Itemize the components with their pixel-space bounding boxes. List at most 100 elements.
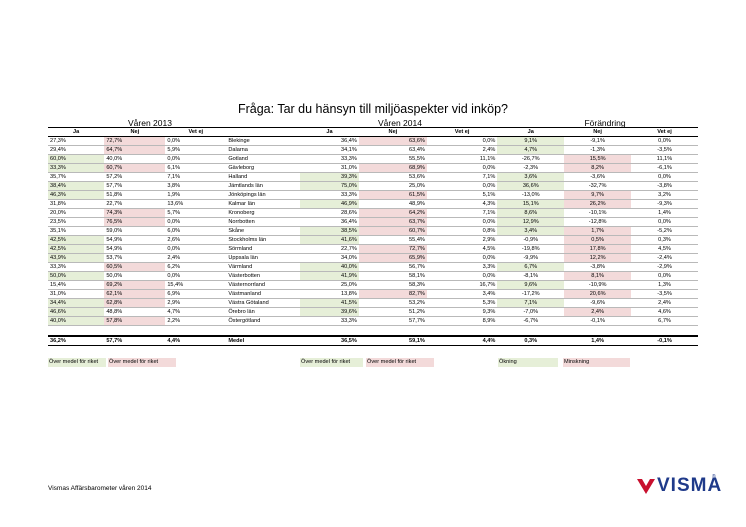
ja-change-cell: -9,9% (497, 253, 565, 263)
vetej-2013-cell: 0,0% (165, 136, 227, 146)
header-nej: Nej (564, 127, 632, 137)
ja-change-cell: 9,6% (497, 280, 565, 290)
region-name-cell: Västernorrland (226, 280, 301, 290)
nej-2014-cell: 56,7% (358, 262, 427, 272)
vetej-2013-cell: 15,4% (165, 280, 227, 290)
vetej-change-cell: -5,2% (631, 226, 698, 236)
ja-2013-cell: 31,8% (48, 199, 105, 209)
nej-change-cell: -32,7% (564, 181, 632, 191)
nej-2013-cell: 54,9% (104, 244, 166, 254)
footer-text: Vismas Affärsbarometer våren 2014 (48, 485, 152, 492)
visma-registered-mark: ® (712, 474, 716, 480)
nej-2013-cell: 60,7% (104, 163, 166, 173)
vetej-change-cell: 0,0% (631, 172, 698, 182)
vetej-2013-cell: 6,1% (165, 163, 227, 173)
nej-2013-cell: 64,7% (104, 145, 166, 155)
nej-2013-cell: 51,8% (104, 190, 166, 200)
ja-2013-cell: 35,7% (48, 172, 105, 182)
ja-change-cell: 4,7% (497, 145, 565, 155)
region-name-cell: Västmanland (226, 289, 301, 299)
vetej-2013-cell: 0,0% (165, 271, 227, 281)
region-name-cell: Skåne (226, 226, 301, 236)
nej-2014-cell: 53,6% (358, 172, 427, 182)
ja-2014-cell: 36,4% (300, 217, 359, 227)
separator-cell (426, 325, 498, 337)
nej-change-cell: -1,3% (564, 145, 632, 155)
nej-change-cell: 17,8% (564, 244, 632, 254)
ja-2014-cell: 38,5% (300, 226, 359, 236)
ja-2014-cell: 40,0% (300, 262, 359, 272)
ja-change-cell: -0,9% (497, 235, 565, 245)
vetej-2014-cell: 9,3% (426, 307, 498, 317)
nej-2013-cell: 76,5% (104, 217, 166, 227)
nej-change-cell: 8,1% (564, 271, 632, 281)
region-name-cell: Gotland (226, 154, 301, 164)
vetej-2013-cell: 6,9% (165, 289, 227, 299)
ja-2013-cell: 31,0% (48, 289, 105, 299)
nej-2013-cell: 57,7% (104, 181, 166, 191)
ja-change-cell: 36,6% (497, 181, 565, 191)
nej-2014-cell: 58,3% (358, 280, 427, 290)
vetej-2014-total: 4,4% (426, 335, 498, 346)
nej-2014-cell: 48,9% (358, 199, 427, 209)
vetej-2014-cell: 8,9% (426, 316, 498, 326)
nej-2014-cell: 61,5% (358, 190, 427, 200)
ja-change-cell: -2,3% (497, 163, 565, 173)
table-row: 33,3% 60,7% 6,1% Gävleborg 31,0% 68,9% 0,0% -2,… (48, 163, 698, 173)
ja-2013-cell: 40,0% (48, 316, 105, 326)
visma-chevron-icon (637, 479, 655, 494)
vetej-2014-cell: 7,1% (426, 172, 498, 182)
ja-2014-cell: 28,6% (300, 208, 359, 218)
nej-change-cell: 20,6% (564, 289, 632, 299)
table-row: 29,4% 64,7% 5,9% Dalarna 34,1% 63,4% 2,4% 4,7% -… (48, 145, 698, 155)
nej-change-cell: -0,1% (564, 316, 632, 326)
ja-change-total: 0,3% (497, 335, 565, 346)
vetej-change-cell: 0,0% (631, 271, 698, 281)
ja-2013-cell: 29,4% (48, 145, 105, 155)
ja-change-cell: 15,1% (497, 199, 565, 209)
nej-2014-cell: 63,4% (358, 145, 427, 155)
vetej-2013-cell: 13,6% (165, 199, 227, 209)
nej-2014-cell: 51,2% (358, 307, 427, 317)
ja-2014-cell: 33,3% (300, 316, 359, 326)
region-name-cell: Halland (226, 172, 301, 182)
region-name-cell: Jämtlands län (226, 181, 301, 191)
nej-2013-cell: 40,0% (104, 154, 166, 164)
nej-2013-cell: 59,0% (104, 226, 166, 236)
vetej-change-cell: -3,5% (631, 289, 698, 299)
ja-change-cell: 3,6% (497, 172, 565, 182)
ja-2014-cell: 33,3% (300, 154, 359, 164)
ja-2013-cell: 34,4% (48, 298, 105, 308)
visma-logo-text: VISMA (657, 475, 723, 496)
table-row: 15,4% 69,2% 15,4% Västernorrland 25,0% 58,3% 1… (48, 280, 698, 290)
page-title: Fråga: Tar du hänsyn till miljöaspekter … (237, 102, 509, 116)
header-ja: Ja (48, 127, 105, 137)
nej-change-cell: 0,5% (564, 235, 632, 245)
vetej-2014-cell: 0,0% (426, 271, 498, 281)
vetej-change-cell: -3,8% (631, 181, 698, 191)
table-row: 31,0% 62,1% 6,9% Västmanland 13,8% 82,7% 3,4% -… (48, 289, 698, 299)
nej-2014-cell: 55,4% (358, 235, 427, 245)
ja-2014-cell: 46,9% (300, 199, 359, 209)
vetej-2013-cell: 0,0% (165, 244, 227, 254)
vetej-change-cell: 0,3% (631, 235, 698, 245)
vetej-2013-cell: 5,9% (165, 145, 227, 155)
nej-change-cell: -10,9% (564, 280, 632, 290)
table-row: 31,8% 22,7% 13,6% Kalmar län 46,9% 48,9% 4,3% 1… (48, 199, 698, 209)
region-name-cell: Värmland (226, 262, 301, 272)
region-name-cell: Örebro län (226, 307, 301, 317)
header-vetej: Vet ej (426, 127, 498, 137)
table-row: 60,0% 40,0% 0,0% Gotland 33,3% 55,5% 11,1% -26,… (48, 154, 698, 164)
nej-2013-cell: 50,0% (104, 271, 166, 281)
vetej-2014-cell: 5,1% (426, 190, 498, 200)
nej-2014-cell: 64,2% (358, 208, 427, 218)
ja-2013-total: 36,2% (48, 335, 105, 346)
vetej-2014-cell: 2,4% (426, 145, 498, 155)
ja-2013-cell: 60,0% (48, 154, 105, 164)
header-ja: Ja (300, 127, 359, 137)
ja-change-cell: -8,1% (497, 271, 565, 281)
nej-2014-cell: 55,5% (358, 154, 427, 164)
nej-2014-cell: 25,0% (358, 181, 427, 191)
vetej-change-cell: 1,3% (631, 280, 698, 290)
region-name-cell: Uppsala län (226, 253, 301, 263)
